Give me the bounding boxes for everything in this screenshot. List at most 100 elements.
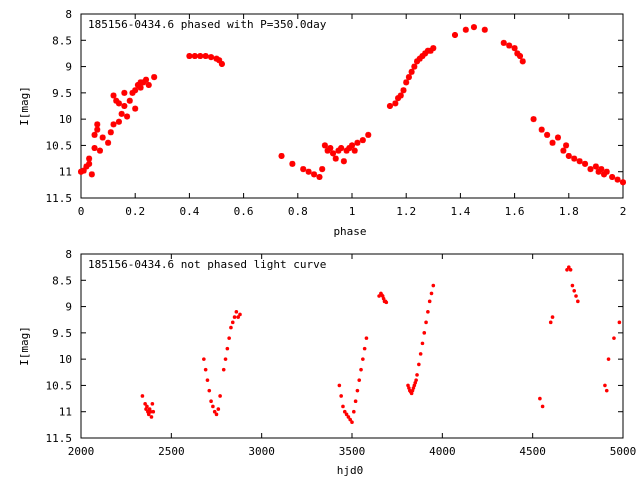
data-point [91,131,98,138]
data-point [576,299,580,304]
data-point [113,97,120,104]
data-point [565,152,572,159]
data-point [357,378,362,382]
y-tick-label: 10.5 [46,139,73,152]
data-point [427,47,434,54]
data-point [115,118,122,125]
data-point [91,145,98,152]
y-tick-label: 9.5 [52,87,72,100]
data-point [96,147,103,154]
data-point [186,53,193,60]
data-point [205,378,210,382]
data-point [417,362,421,367]
data-point [606,357,611,361]
data-point [344,412,349,417]
data-point [137,79,144,86]
data-point [414,378,418,382]
data-point [574,294,578,298]
data-point [143,402,147,406]
data-point [289,160,296,167]
axis-ticks: 2000 2500 3000 3500 4000 4500 5000 8 8.5 9 9.5 10 10… [46,248,637,458]
data-point [612,336,616,340]
x-tick-label: 1.2 [396,205,416,218]
data-point [481,26,488,33]
y-tick-label: 10 [59,353,72,366]
data-point [411,63,418,70]
data-point [78,168,84,175]
data-point [603,168,610,175]
data-point [278,152,285,159]
data-point [225,346,230,351]
plot-frame [80,253,624,439]
data-point [462,26,469,33]
data-point [538,126,545,133]
unphased-light-curve-panel: 185156-0434.6 not phased light curve hjd… [18,248,636,477]
x-tick-label: 0 [78,205,85,218]
data-point [563,142,570,149]
data-point [603,383,607,388]
data-point [337,383,342,388]
data-point [550,315,555,319]
data-point [620,179,626,186]
y-tick-label: 9 [65,61,72,74]
data-point [216,407,221,411]
data-point [424,320,428,325]
data-point [592,163,599,170]
x-tick-label: 2 [620,205,627,218]
data-point [338,145,345,152]
data-point [124,113,131,120]
data-point [209,399,213,404]
data-point [83,163,90,170]
data-point [517,53,524,60]
data-point [549,139,556,146]
data-point [386,103,393,109]
y-tick-label: 8.5 [52,274,72,287]
chart-title: 185156-0434.6 phased with P=350.0day [88,18,327,31]
data-point [118,110,125,117]
data-point [191,53,198,60]
data-point [216,57,223,64]
data-point [351,147,358,154]
data-point [614,176,621,183]
data-point [420,341,425,346]
data-point [571,155,578,162]
data-point [353,399,358,404]
data-point [418,352,423,356]
data-point [422,50,429,57]
y-axis-label: I[mag] [18,86,31,126]
data-point [568,267,573,272]
data-point [415,373,419,377]
axis-ticks: 0 0.2 0.4 0.6 0.8 1 1.2 1.4 1.6 1.8 2 8 8.5 9 9.5 10 10.… [46,8,627,218]
y-tick-label: 11.5 [46,432,73,445]
data-point [392,100,399,107]
y-tick-label: 11.5 [46,192,73,205]
y-tick-label: 10.5 [46,379,73,392]
data-point [236,315,240,319]
data-point [150,402,155,406]
data-point [431,283,436,288]
data-point [362,346,367,351]
x-tick-label: 0.8 [288,205,308,218]
chart-title: 185156-0434.6 not phased light curve [88,258,326,271]
data-point [617,320,622,325]
data-point [229,325,233,330]
data-point [110,121,117,128]
data-point [500,39,507,46]
data-point [321,142,328,149]
data-point [105,139,112,146]
x-tick-label: 4000 [429,445,456,458]
data-point [149,415,154,419]
x-axis-label: hjd0 [337,464,364,477]
data-point [99,134,106,141]
data-point [110,92,117,99]
data-point [327,145,334,152]
data-point [538,396,542,401]
data-point [544,131,551,138]
data-point [426,310,430,314]
data-point [218,60,225,67]
data-point [208,54,215,61]
data-point [582,160,589,167]
data-point [572,289,577,293]
data-point [335,147,342,154]
